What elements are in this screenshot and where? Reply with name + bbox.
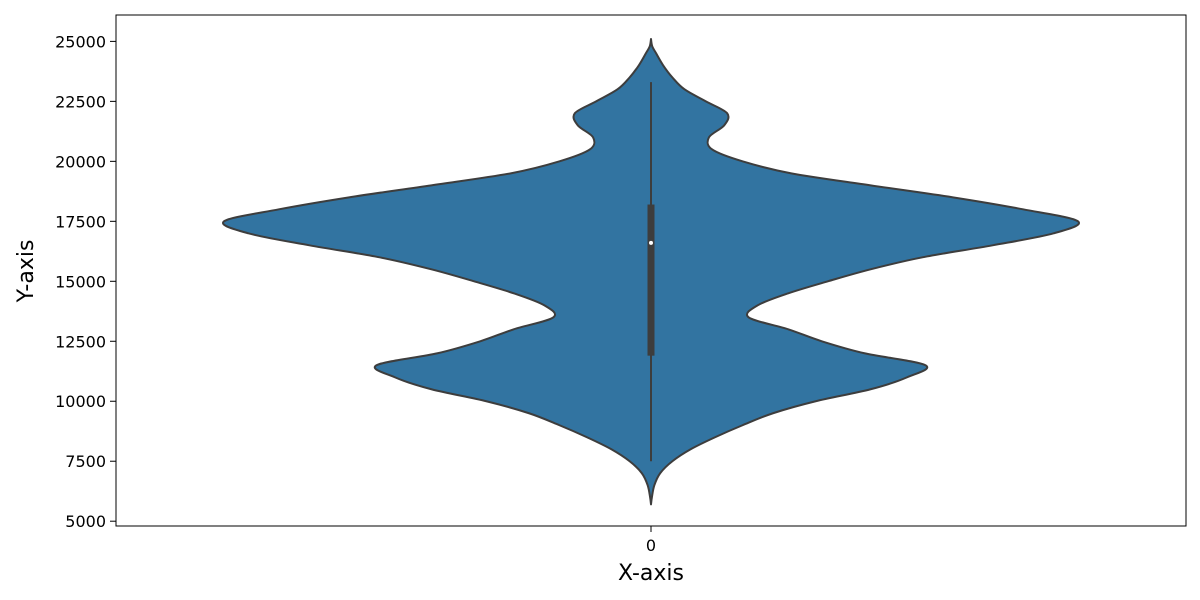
y-axis-ticks: 5000 7500 10000 12500 15000 17500 20000 22500 25… bbox=[55, 32, 116, 531]
y-tick-label: 25000 bbox=[55, 32, 106, 51]
x-axis-ticks: 0 bbox=[646, 526, 656, 555]
y-tick-label: 7500 bbox=[65, 452, 106, 471]
violin-iqr-box bbox=[647, 204, 655, 356]
violins-layer bbox=[222, 37, 1080, 506]
y-tick-label: 22500 bbox=[55, 92, 106, 111]
y-tick-label: 5000 bbox=[65, 512, 106, 531]
y-tick-label: 10000 bbox=[55, 392, 106, 411]
y-tick-label: 12500 bbox=[55, 332, 106, 351]
plot-frame bbox=[115, 14, 1187, 527]
x-tick-label: 0 bbox=[646, 536, 656, 555]
y-axis-title: Y-axis bbox=[14, 240, 39, 304]
y-tick-label: 15000 bbox=[55, 272, 106, 291]
violin-median-point bbox=[649, 240, 653, 245]
y-tick-label: 20000 bbox=[55, 152, 106, 171]
x-axis-title: X-axis bbox=[618, 561, 684, 586]
y-tick-label: 17500 bbox=[55, 212, 106, 231]
